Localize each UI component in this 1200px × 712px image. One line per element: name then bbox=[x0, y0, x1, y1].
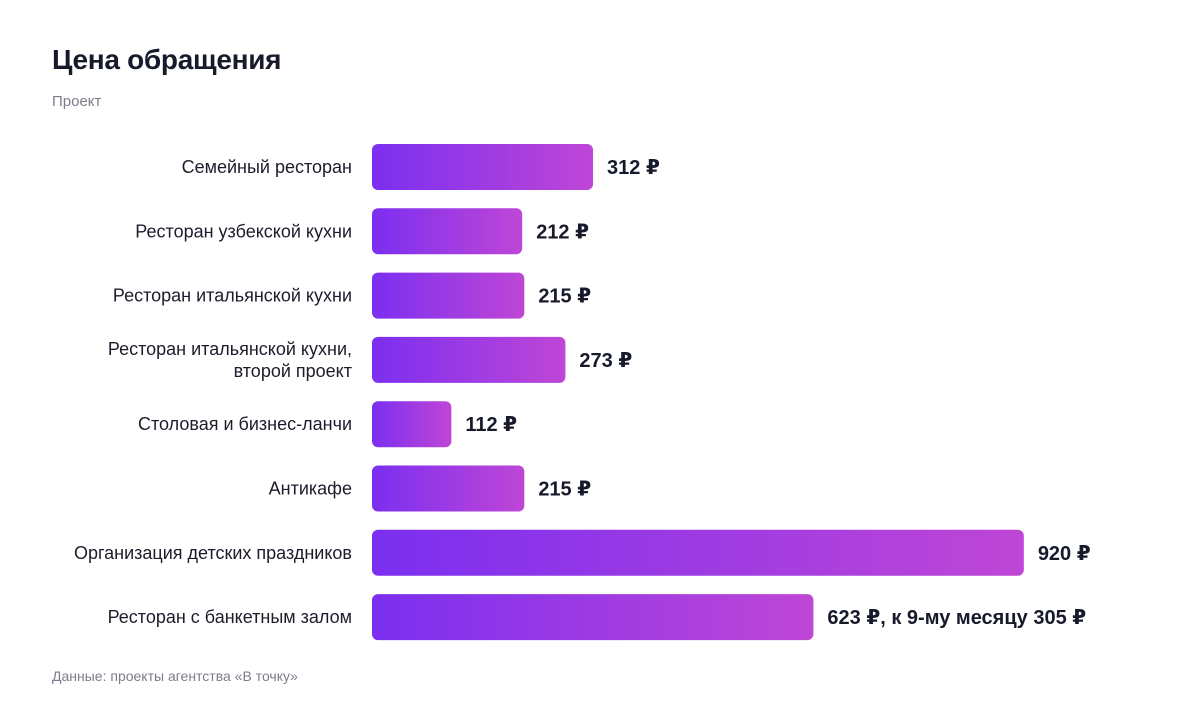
bar bbox=[372, 401, 452, 448]
value-label: 273 ₽ bbox=[579, 350, 632, 372]
category-label: Ресторан узбекской кухни bbox=[135, 221, 352, 241]
bar bbox=[372, 272, 525, 319]
category-label: Ресторан итальянской кухни bbox=[113, 286, 352, 306]
bar bbox=[372, 465, 525, 512]
bar-row: Ресторан итальянской кухни 215 ₽ bbox=[113, 272, 591, 319]
bar bbox=[372, 208, 523, 255]
bar-row: Семейный ресторан 312 ₽ bbox=[182, 144, 660, 190]
value-label: 212 ₽ bbox=[536, 221, 589, 243]
value-label: 215 ₽ bbox=[538, 479, 591, 501]
value-label: 215 ₽ bbox=[538, 286, 591, 308]
category-label: Столовая и бизнес-ланчи bbox=[138, 414, 352, 434]
category-label: Организация детских праздников bbox=[74, 543, 352, 563]
value-label: 920 ₽ bbox=[1038, 543, 1091, 565]
value-label: 112 ₽ bbox=[465, 414, 517, 436]
bar-row: Ресторан итальянской кухни, второй проект… bbox=[108, 336, 632, 383]
source-note: Данные: проекты агентства «В точку» bbox=[52, 668, 298, 684]
category-label: Ресторан итальянской кухни, второй проект bbox=[108, 339, 352, 381]
category-label: Антикафе bbox=[269, 479, 352, 499]
bar-row: Антикафе 215 ₽ bbox=[269, 465, 591, 512]
bar-row: Организация детских праздников 920 ₽ bbox=[74, 529, 1091, 576]
value-label: 312 ₽ bbox=[607, 157, 660, 179]
bar-row: Ресторан узбекской кухни 212 ₽ bbox=[135, 208, 589, 255]
category-label: Семейный ресторан bbox=[182, 157, 352, 177]
bar bbox=[372, 594, 814, 641]
bar bbox=[372, 529, 1024, 576]
bar bbox=[372, 336, 566, 383]
bar-row: Столовая и бизнес-ланчи 112 ₽ bbox=[138, 401, 517, 448]
bar-row: Ресторан с банкетным залом 623 ₽, к 9-му … bbox=[108, 594, 1086, 641]
category-label: Ресторан с банкетным залом bbox=[108, 607, 352, 627]
value-label: 623 ₽, к 9-му месяцу 305 ₽ bbox=[827, 607, 1086, 629]
chart-title: Цена обращения bbox=[52, 44, 282, 75]
bar bbox=[372, 144, 594, 190]
chart-subtitle: Проект bbox=[52, 93, 102, 110]
